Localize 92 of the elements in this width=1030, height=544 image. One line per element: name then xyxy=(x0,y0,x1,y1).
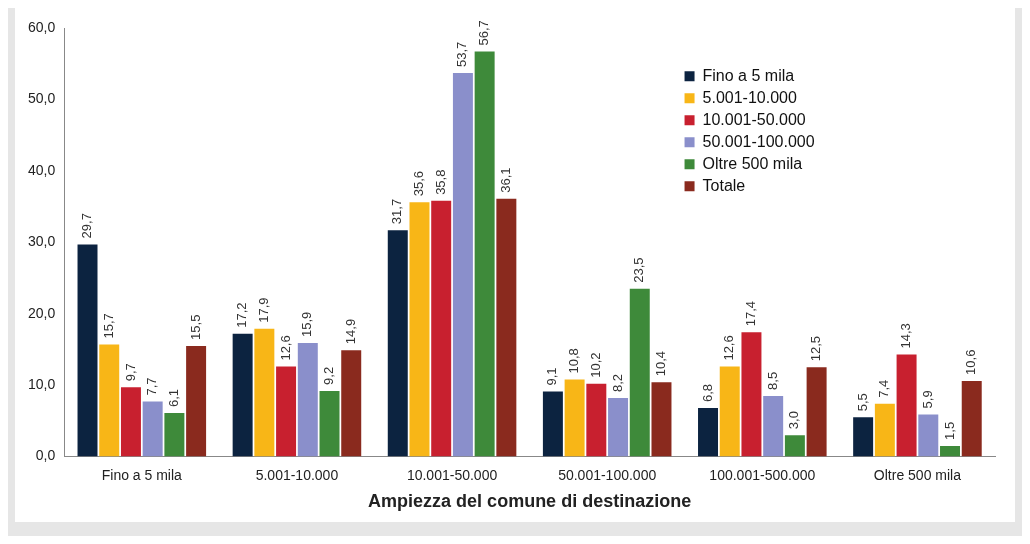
bar xyxy=(542,391,563,457)
data-label: 7,7 xyxy=(144,377,160,396)
y-tick-label: 0,0 xyxy=(35,447,56,464)
data-label: 10,6 xyxy=(963,349,979,375)
data-label: 7,4 xyxy=(876,379,892,398)
data-label: 6,1 xyxy=(165,388,181,408)
x-tick-label: 5.001-10.000 xyxy=(255,466,339,483)
bar xyxy=(186,345,207,457)
bar xyxy=(120,387,141,457)
data-label: 10,4 xyxy=(653,351,669,377)
bar xyxy=(853,417,874,457)
data-label: 15,5 xyxy=(187,314,203,340)
y-tick-label: 20,0 xyxy=(28,304,56,321)
data-label: 1,5 xyxy=(941,421,957,440)
data-label: 6,8 xyxy=(699,383,715,403)
y-tick-label: 60,0 xyxy=(28,18,56,35)
bar xyxy=(741,332,762,457)
bar xyxy=(319,390,340,457)
bar xyxy=(763,395,784,457)
legend-label: 10.001-50.000 xyxy=(702,110,806,128)
data-label: 12,6 xyxy=(277,335,293,361)
data-label: 9,2 xyxy=(321,366,337,385)
y-tick-label: 10,0 xyxy=(28,376,56,393)
x-tick-label: Fino a 5 mila xyxy=(101,466,183,483)
bar xyxy=(341,350,362,457)
bar xyxy=(586,383,607,457)
data-label: 17,9 xyxy=(255,297,271,323)
x-tick-label: 100.001-500.000 xyxy=(709,466,816,483)
bar xyxy=(164,413,185,457)
bar xyxy=(940,445,960,457)
data-label: 23,5 xyxy=(631,257,647,283)
bar xyxy=(297,343,318,457)
data-label: 12,6 xyxy=(721,335,737,361)
data-label: 5,9 xyxy=(919,390,935,409)
data-label: 35,6 xyxy=(411,170,427,197)
bar xyxy=(99,344,120,457)
data-label: 14,3 xyxy=(898,323,914,349)
data-label: 35,8 xyxy=(432,169,448,195)
bar xyxy=(409,202,430,457)
bar xyxy=(276,366,297,457)
bar xyxy=(918,414,939,457)
bar xyxy=(474,51,495,457)
bar xyxy=(452,73,473,457)
data-label: 9,7 xyxy=(122,363,138,382)
bar xyxy=(254,328,275,457)
x-tick-label: 50.001-100.000 xyxy=(558,466,657,483)
bar xyxy=(784,435,805,457)
y-tick-label: 30,0 xyxy=(28,233,56,250)
legend-label: 5.001-10.000 xyxy=(702,88,797,106)
bar xyxy=(651,382,672,457)
legend-label: 50.001-100.000 xyxy=(702,132,815,150)
data-label: 56,7 xyxy=(476,20,492,46)
bar xyxy=(961,380,982,457)
bar xyxy=(431,200,452,457)
bar xyxy=(608,398,629,457)
bar xyxy=(142,401,163,457)
data-label: 10,2 xyxy=(587,352,603,378)
x-tick-label: 10.001-50.000 xyxy=(406,466,498,483)
legend-label: Totale xyxy=(702,176,746,194)
bar xyxy=(496,198,517,457)
data-label: 29,7 xyxy=(79,213,95,239)
data-label: 10,8 xyxy=(566,348,582,374)
bar xyxy=(564,379,585,457)
data-label: 15,7 xyxy=(100,313,116,339)
bar xyxy=(629,288,650,457)
legend-label: Oltre 500 mila xyxy=(702,154,803,172)
data-label: 3,0 xyxy=(786,411,802,430)
data-label: 9,1 xyxy=(544,367,560,386)
bar xyxy=(806,367,827,457)
data-label: 17,2 xyxy=(234,302,250,328)
y-tick-label: 40,0 xyxy=(28,161,56,178)
bar xyxy=(896,354,917,457)
data-label: 8,5 xyxy=(764,371,780,390)
bar xyxy=(874,403,895,457)
y-tick-label: 50,0 xyxy=(28,90,56,107)
data-label: 12,5 xyxy=(808,336,824,362)
bar xyxy=(719,366,740,457)
data-label: 17,4 xyxy=(743,300,759,327)
legend-label: Fino a 5 mila xyxy=(702,66,795,84)
bar xyxy=(387,230,408,457)
bar xyxy=(232,333,253,457)
x-axis-title: Ampiezza del comune di destinazione xyxy=(368,491,692,512)
data-label: 53,7 xyxy=(454,41,470,67)
data-label: 8,2 xyxy=(609,373,625,393)
data-label: 15,9 xyxy=(299,311,315,338)
data-label: 36,1 xyxy=(497,167,513,193)
data-label: 5,5 xyxy=(854,393,870,412)
data-label: 31,7 xyxy=(389,198,405,225)
bar xyxy=(698,408,719,457)
data-label: 14,9 xyxy=(342,318,358,345)
bar xyxy=(77,244,98,457)
x-tick-label: Oltre 500 mila xyxy=(873,466,962,483)
